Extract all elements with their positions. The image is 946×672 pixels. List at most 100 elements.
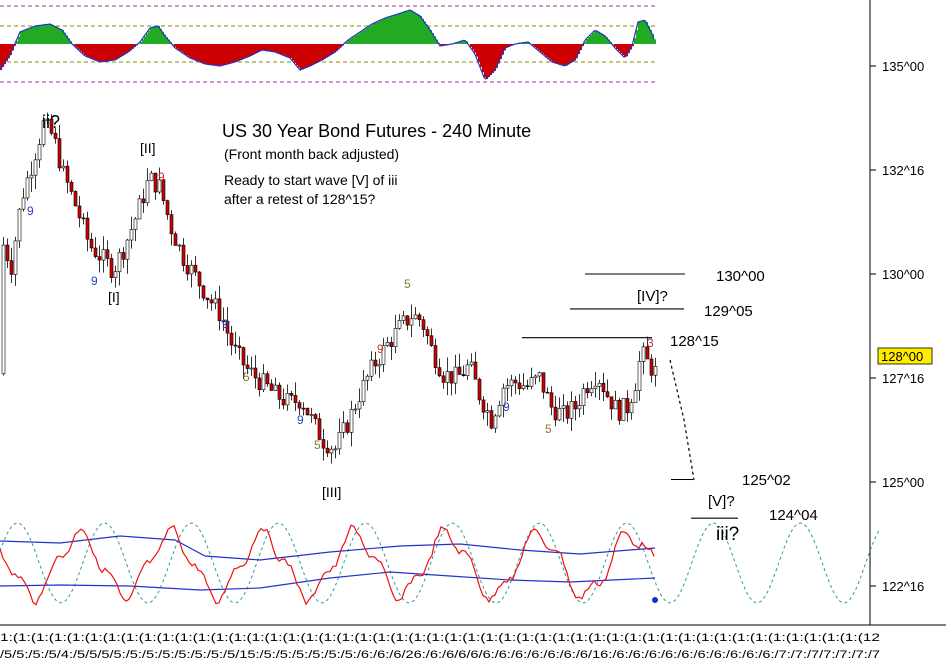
osc-bar (52, 25, 54, 44)
osc-bar (586, 39, 588, 44)
osc-bar (354, 36, 356, 44)
candle-body (397, 320, 402, 329)
osc-bar (620, 44, 622, 53)
osc-bar (280, 44, 282, 54)
note-line-2: after a retest of 128^15? (224, 191, 376, 207)
candle-body (173, 233, 178, 246)
candle-body (553, 406, 558, 421)
candle-body (385, 342, 390, 346)
osc-bar (250, 44, 252, 56)
osc-bar (236, 44, 238, 62)
candle-body (101, 249, 106, 261)
candle-body (117, 252, 122, 272)
candle-body (293, 395, 298, 403)
osc-bar (178, 44, 180, 50)
candle-body (329, 448, 334, 454)
osc-bar (188, 44, 190, 57)
candle-body (513, 379, 518, 384)
osc-bar (430, 30, 432, 44)
osc-bar (388, 17, 390, 44)
osc-bar (116, 44, 118, 60)
candle-body (233, 344, 238, 347)
osc-bar (366, 28, 368, 44)
osc-bar (212, 44, 214, 65)
osc-bar (534, 44, 536, 47)
candle-body (97, 256, 102, 261)
osc-bar (164, 34, 166, 44)
osc-bar (500, 44, 502, 59)
osc-bar (504, 44, 506, 51)
candle-body (21, 197, 26, 210)
osc-bar (358, 33, 360, 44)
osc-bar (538, 44, 540, 51)
osc-bar (44, 24, 46, 44)
candle-body (177, 244, 182, 247)
candle-body (41, 120, 46, 145)
osc-bar (296, 44, 298, 66)
target-levels (522, 273, 738, 519)
osc-bar (624, 44, 626, 57)
osc-bar (210, 44, 212, 65)
osc-bar (176, 44, 178, 49)
osc-bar (204, 44, 206, 64)
candle-body (249, 367, 254, 370)
candle-body (541, 372, 546, 393)
osc-bar (440, 44, 442, 46)
osc-bar (472, 44, 474, 50)
cycle-dotted-wave (0, 522, 880, 604)
candle-body (165, 200, 170, 215)
osc-bar (332, 44, 334, 54)
osc-bar (16, 41, 18, 44)
candle-body (581, 388, 586, 406)
osc-bar (148, 30, 150, 44)
osc-bar (24, 30, 26, 44)
candle-body (425, 329, 430, 337)
osc-bar (154, 27, 156, 44)
candle-body (49, 118, 54, 134)
candle-body (313, 414, 318, 420)
projection-path (669, 359, 695, 481)
osc-bar (94, 44, 96, 60)
osc-bar (192, 44, 194, 59)
osc-bar (74, 44, 76, 46)
candle-body (317, 418, 322, 440)
osc-bar (456, 42, 458, 44)
candle-body (501, 387, 506, 406)
osc-bar (68, 38, 70, 44)
candle-body (353, 408, 358, 411)
candle-body (81, 217, 86, 220)
candle-body (257, 377, 262, 391)
osc-bar (434, 36, 436, 44)
candle-body (529, 377, 534, 387)
osc-bar (240, 44, 242, 60)
candle-body (569, 401, 574, 419)
candle-body (381, 345, 386, 365)
osc-bar (348, 40, 350, 44)
osc-bar (108, 44, 110, 61)
osc-bar (42, 25, 44, 44)
osc-bar (290, 44, 292, 58)
osc-bar (562, 44, 564, 66)
candle-body (637, 361, 642, 391)
osc-bar (320, 44, 322, 61)
osc-bar (494, 44, 496, 71)
candle-body (281, 399, 286, 406)
candle-body (261, 373, 266, 391)
candle-body (549, 392, 554, 408)
osc-bar (426, 24, 428, 44)
osc-bar (132, 44, 134, 49)
osc-bar (414, 12, 416, 44)
osc-bar (140, 42, 142, 44)
osc-bar (392, 15, 394, 45)
osc-bar (248, 44, 250, 57)
osc-bar (460, 41, 462, 44)
osc-bar (8, 44, 10, 58)
candle-body (33, 159, 38, 176)
osc-bar (394, 15, 396, 44)
osc-bar (180, 44, 182, 52)
candle-body (321, 439, 326, 449)
candle-body (157, 179, 162, 193)
osc-bar (592, 33, 594, 44)
candle-body (53, 132, 58, 139)
osc-bar (76, 44, 78, 48)
